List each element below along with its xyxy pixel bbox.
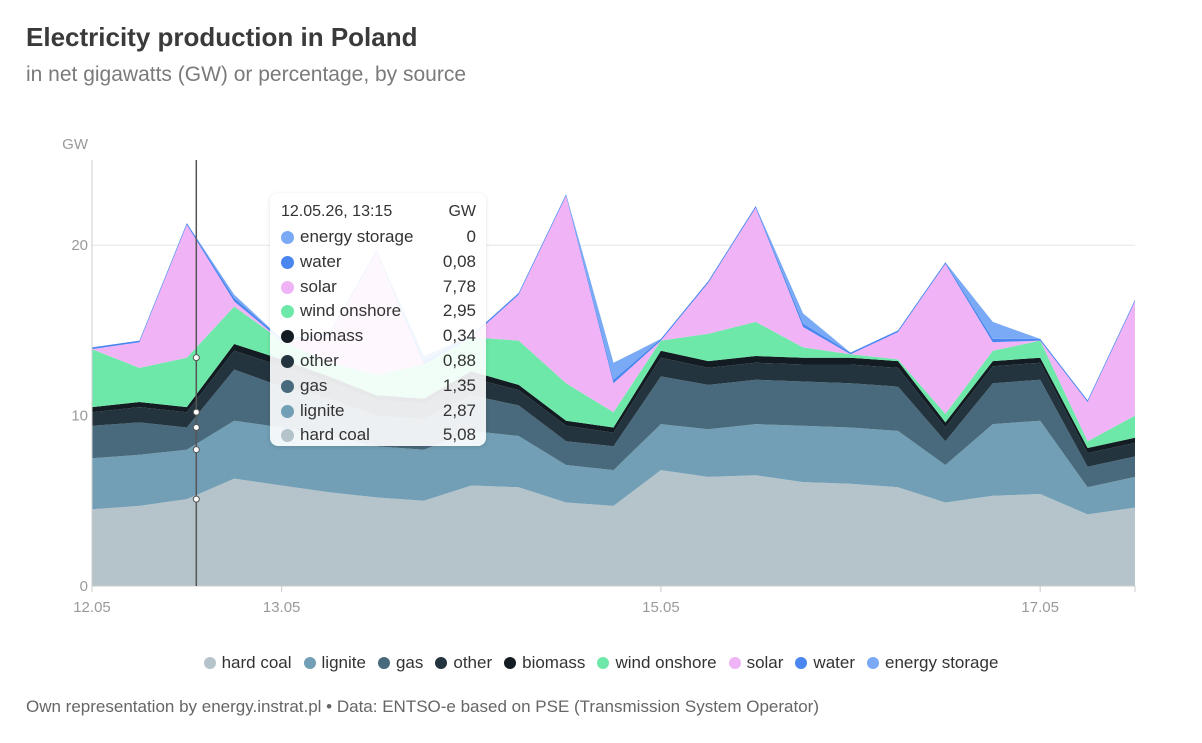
tooltip-row: energy storage 0 <box>281 227 481 249</box>
tooltip-row-value: 0,34 <box>442 326 476 346</box>
y-axis-unit: GW <box>62 136 89 153</box>
legend-item-lignite[interactable]: lignite <box>303 653 366 673</box>
crosshair <box>192 160 200 586</box>
tooltip-row-value: 2,87 <box>442 400 476 420</box>
y-tick-label: 20 <box>71 237 88 254</box>
tooltip-row-dot <box>281 379 294 393</box>
tooltip-row-dot <box>281 255 294 269</box>
legend-dot <box>303 657 316 669</box>
legend-dot <box>867 657 879 669</box>
legend-label: lignite <box>321 653 366 672</box>
legend-label: energy storage <box>885 653 999 672</box>
x-tick-label: 17.05 <box>1021 599 1059 616</box>
tooltip-row-value: 1,35 <box>442 375 476 395</box>
legend-dot <box>795 657 808 669</box>
legend-item-gas[interactable]: gas <box>377 653 424 673</box>
tooltip-row-name: hard coal <box>300 425 370 445</box>
area-hard-coal[interactable] <box>92 470 1135 586</box>
legend-dot <box>504 657 517 669</box>
tooltip-row-dot <box>281 330 294 344</box>
crosshair-marker <box>192 408 200 416</box>
tooltip-row-name: lignite <box>300 400 345 420</box>
chart-subtitle: in net gigawatts (GW) or percentage, by … <box>26 63 467 86</box>
legend: hard coal lignite gas other biomass wind onsh… <box>0 653 1202 677</box>
tooltip-row: solar 7,78 <box>281 277 481 299</box>
x-tick-label: 12.05 <box>73 599 111 616</box>
tooltip-row-dot <box>281 305 294 319</box>
legend-label: wind onshore <box>615 653 717 672</box>
legend-item-solar[interactable]: solar <box>728 653 784 673</box>
footer-source: Own representation by energy.instrat.pl … <box>26 697 819 716</box>
tooltip-row: other 0,88 <box>281 351 481 373</box>
tooltip: 12.05.26, 13:15 GW energy storage 0 water 0… <box>270 193 486 446</box>
tooltip-row-value: 0,88 <box>442 351 476 370</box>
legend-item-wind-onshore[interactable]: wind onshore <box>597 653 717 673</box>
tooltip-row-name: gas <box>300 375 328 395</box>
chart-svg[interactable]: 0 10 20 GW 12.05 13.05 15.05 17.05 <box>0 0 1202 640</box>
x-tick-label: 15.05 <box>642 599 680 616</box>
legend-item-other[interactable]: other <box>435 653 492 673</box>
tooltip-row-name: biomass <box>300 326 364 346</box>
x-tick-label: 13.05 <box>263 599 301 616</box>
tooltip-row-name: energy storage <box>300 227 414 246</box>
area-other[interactable] <box>92 350 1135 467</box>
tooltip-row-name: water <box>300 251 342 271</box>
legend-dot <box>377 657 390 669</box>
y-tick-label: 0 <box>80 578 88 595</box>
legend-dot <box>435 657 448 669</box>
tooltip-row: hard coal 5,08 <box>281 425 481 447</box>
crosshair-marker <box>192 424 200 432</box>
legend-label: solar <box>746 653 784 672</box>
tooltip-row: wind onshore 2,95 <box>281 301 481 323</box>
legend-item-hard-coal[interactable]: hard coal <box>203 653 292 673</box>
tooltip-time: 12.05.26, 13:15 <box>281 203 393 220</box>
tooltip-row-name: other <box>300 351 339 370</box>
crosshair-marker <box>192 446 200 454</box>
tooltip-row-dot <box>281 429 294 443</box>
tooltip-row-dot <box>281 231 294 244</box>
tooltip-row-dot <box>281 280 294 294</box>
legend-label: biomass <box>522 653 586 672</box>
crosshair-marker <box>192 354 200 362</box>
tooltip-row-value: 0,08 <box>442 251 476 271</box>
tooltip-row-name: wind onshore <box>300 301 402 321</box>
tick-labels: 0 10 20 GW 12.05 13.05 15.05 17.05 <box>62 136 1136 616</box>
tooltip-row-value: 5,08 <box>442 425 476 445</box>
legend-label: hard coal <box>221 653 292 672</box>
tooltip-row-dot <box>281 355 294 368</box>
tooltip-row-value: 7,78 <box>442 276 476 296</box>
tooltip-unit: GW <box>448 203 476 220</box>
crosshair-marker <box>192 495 200 503</box>
legend-item-biomass[interactable]: biomass <box>504 653 585 673</box>
legend-dot <box>203 657 216 669</box>
legend-dot <box>728 657 741 669</box>
area-biomass[interactable] <box>92 344 1135 454</box>
tooltip-row: water 0,08 <box>281 252 481 274</box>
legend-dot <box>597 657 610 669</box>
y-tick-label: 10 <box>71 408 88 425</box>
tooltip-row-dot <box>281 404 294 418</box>
tooltip-row: lignite 2,87 <box>281 401 481 423</box>
area-wind-onshore[interactable] <box>92 306 1135 449</box>
tooltip-row-value: 2,95 <box>442 301 476 321</box>
legend-item-energy-storage[interactable]: energy storage <box>867 653 998 673</box>
area-gas[interactable] <box>92 369 1135 488</box>
legend-label: water <box>813 653 855 672</box>
axes <box>91 160 1135 587</box>
tooltip-row: gas 1,35 <box>281 376 481 398</box>
tooltip-row-name: solar <box>300 276 337 296</box>
legend-label: gas <box>395 653 424 672</box>
legend-label: other <box>453 653 493 672</box>
legend-item-water[interactable]: water <box>795 653 855 673</box>
tooltip-row: biomass 0,34 <box>281 326 481 348</box>
tooltip-row-value: 0 <box>466 227 476 246</box>
stacked-areas[interactable] <box>92 194 1135 586</box>
chart-title: Electricity production in Poland <box>26 22 418 52</box>
area-solar[interactable] <box>92 195 1135 442</box>
